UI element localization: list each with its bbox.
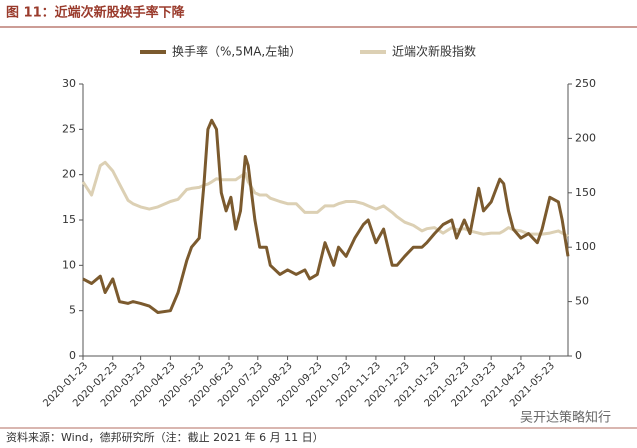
y-tick-label: 5 — [69, 304, 76, 317]
y2-tick-label: 200 — [575, 131, 596, 144]
y-tick-label: 10 — [62, 258, 76, 271]
y2-tick-label: 250 — [575, 77, 596, 90]
source-note: 资料来源：Wind，德邦研究所（注：截止 2021 年 6 月 11 日） — [6, 430, 324, 444]
y-tick-label: 0 — [69, 349, 76, 362]
chart-title: 图 11：近端次新股换手率下降 — [6, 5, 186, 21]
y-tick-label: 15 — [62, 213, 76, 226]
watermark: 吴开达策略知行 — [520, 410, 611, 426]
y2-tick-label: 150 — [575, 186, 596, 199]
series-line — [81, 160, 569, 238]
y-tick-label: 25 — [62, 122, 76, 135]
y-tick-label: 30 — [62, 77, 76, 90]
legend-label: 近端次新股指数 — [392, 44, 476, 59]
y-tick-label: 20 — [62, 168, 76, 181]
legend-label: 换手率（%,5MA,左轴） — [172, 44, 301, 59]
series-line — [82, 118, 570, 314]
y2-tick-label: 50 — [575, 295, 589, 308]
y2-tick-label: 100 — [575, 240, 596, 253]
y2-tick-label: 0 — [575, 349, 582, 362]
